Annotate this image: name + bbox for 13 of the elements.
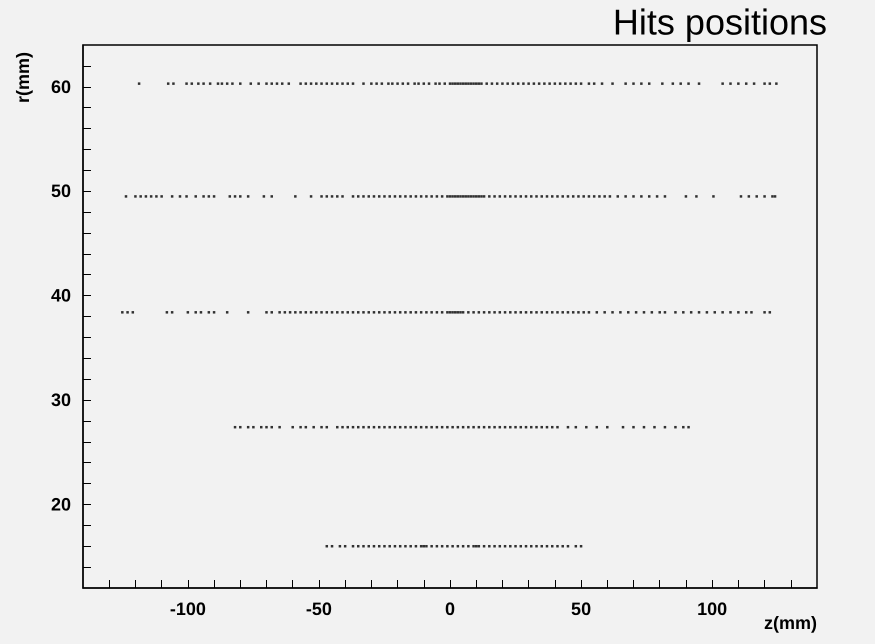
y-tick-label: 60 [50, 76, 71, 97]
y-tick-label: 30 [50, 390, 71, 410]
x-tick-label: 100 [697, 599, 728, 619]
chart-title: Hits positions [612, 2, 828, 42]
x-tick-label: -50 [306, 599, 332, 619]
x-axis-title: z(mm) [764, 613, 818, 633]
x-tick-label: 0 [444, 599, 456, 619]
y-axis-title: r(mm) [13, 52, 33, 103]
y-tick-label: 50 [50, 181, 71, 202]
y-tick-label: 40 [50, 286, 71, 306]
x-tick-label: 50 [571, 599, 592, 619]
y-tick-label: 20 [50, 494, 71, 514]
x-tick-label: -100 [170, 599, 206, 619]
